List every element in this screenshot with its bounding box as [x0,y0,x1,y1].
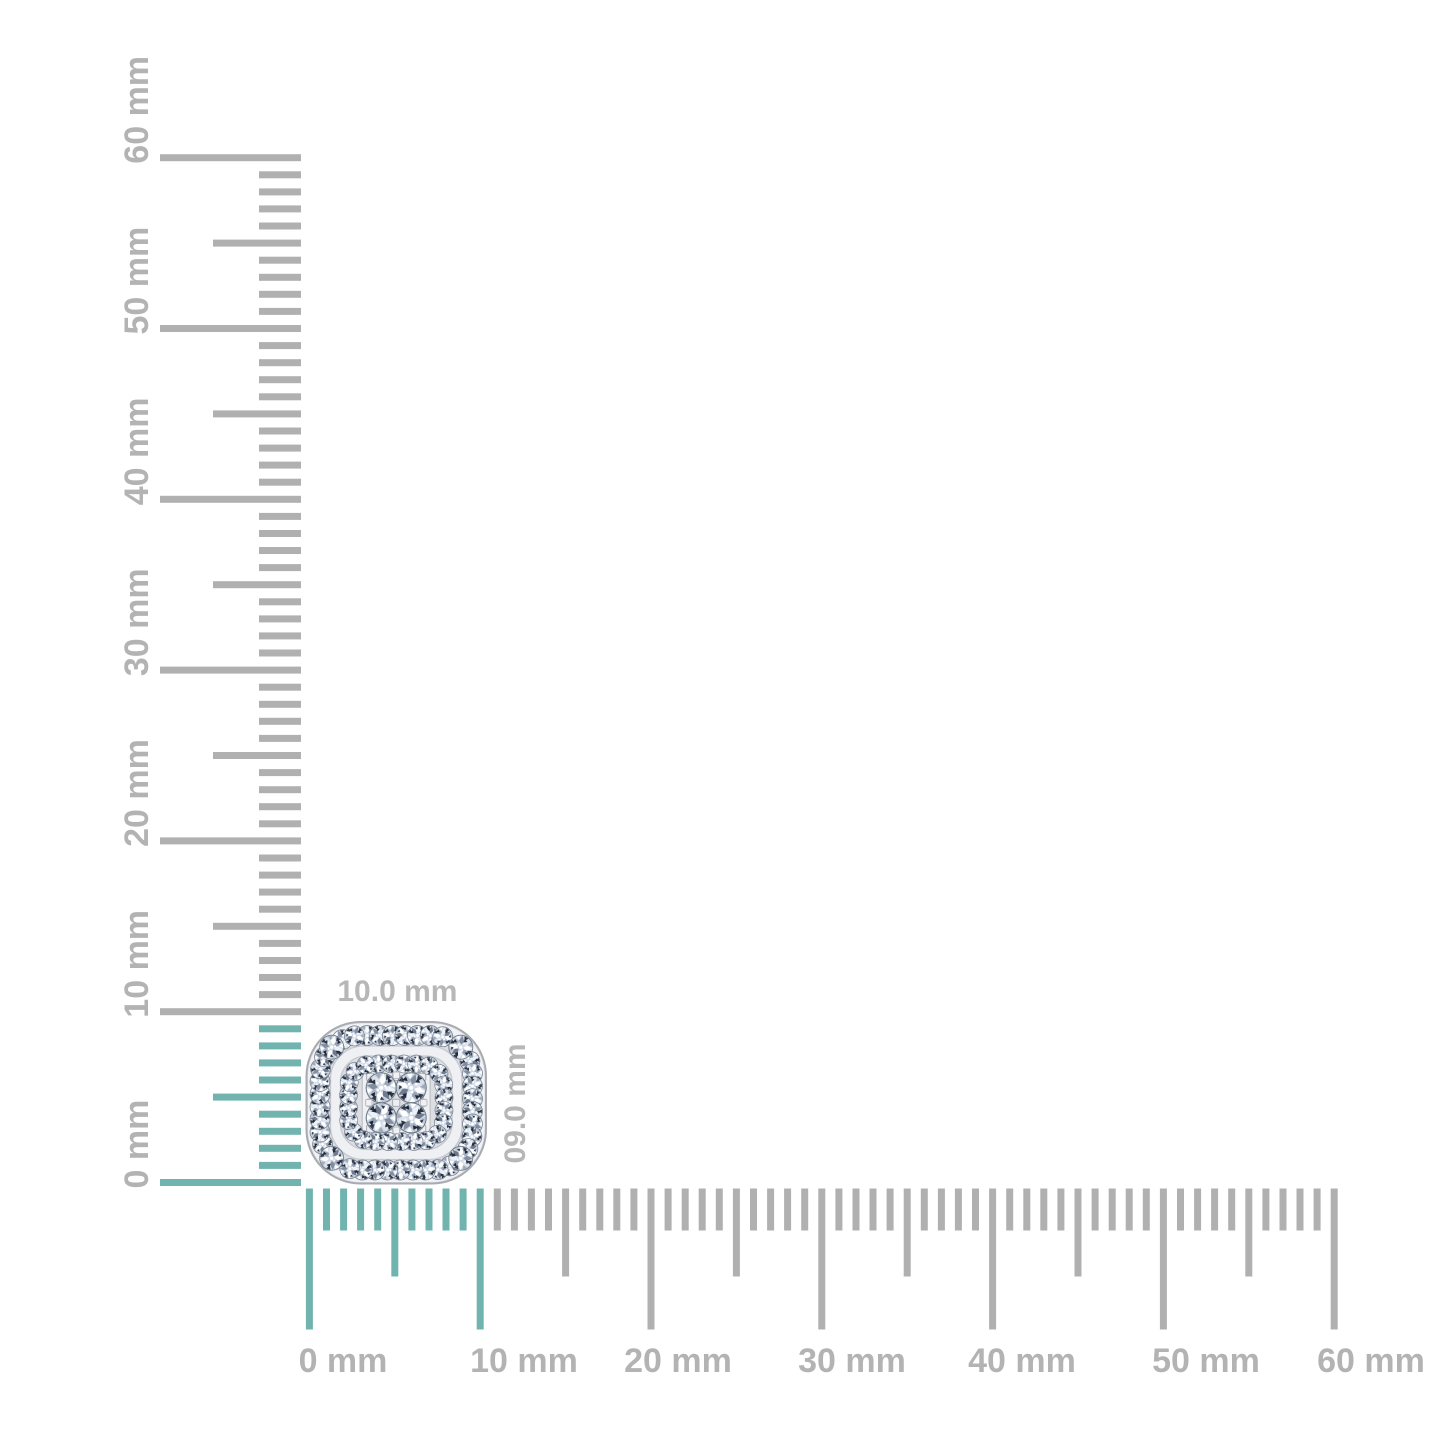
svg-text:60 mm: 60 mm [1317,1342,1425,1380]
svg-text:40 mm: 40 mm [118,398,156,506]
svg-text:10 mm: 10 mm [470,1342,578,1380]
svg-text:20 mm: 20 mm [118,739,156,847]
svg-text:60 mm: 60 mm [118,56,156,164]
svg-text:20 mm: 20 mm [624,1342,732,1380]
svg-text:0 mm: 0 mm [299,1342,388,1380]
svg-text:50 mm: 50 mm [118,227,156,335]
svg-text:30 mm: 30 mm [118,568,156,676]
svg-text:40 mm: 40 mm [968,1342,1076,1380]
svg-text:10.0 mm: 10.0 mm [337,975,457,1008]
svg-text:50 mm: 50 mm [1152,1342,1260,1380]
svg-text:10 mm: 10 mm [118,910,156,1018]
svg-text:09.0 mm: 09.0 mm [499,1043,532,1163]
svg-text:0 mm: 0 mm [118,1100,156,1189]
svg-text:30 mm: 30 mm [798,1342,906,1380]
